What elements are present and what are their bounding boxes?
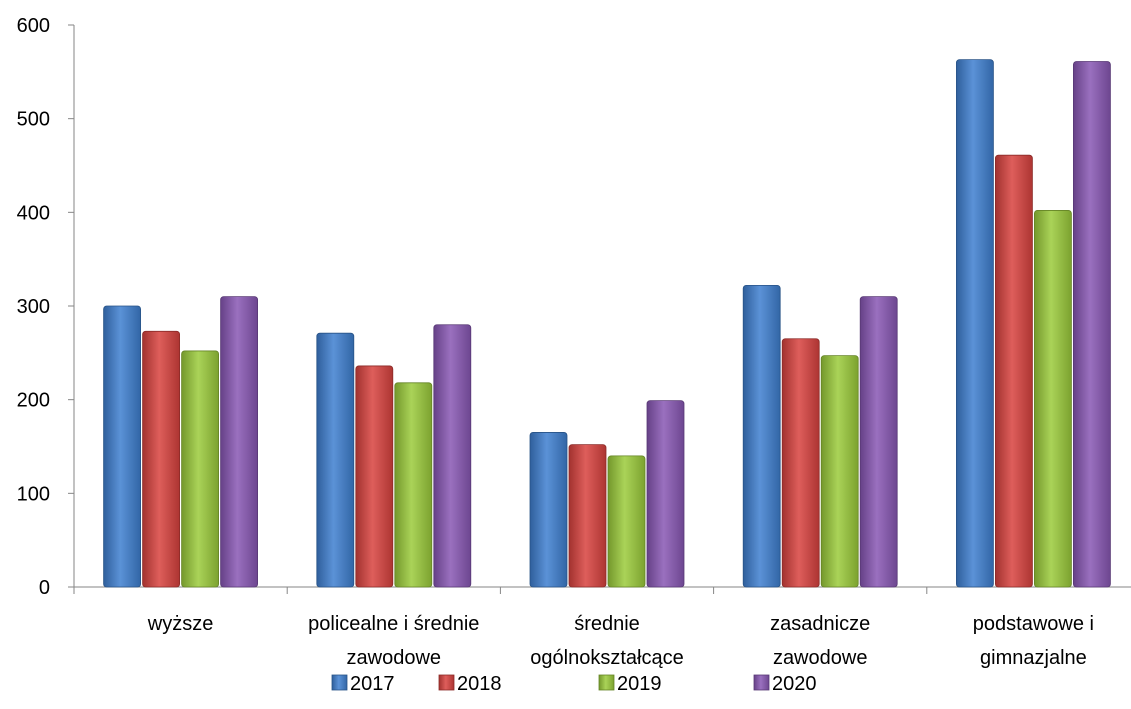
legend-label-2017: 2017 [350,673,395,695]
bar-2018-4 [995,154,1033,588]
category-label: średnie ogólnokształcące [530,613,683,669]
y-tick-label: 100 [17,483,50,505]
category-label: wyższe [147,613,214,635]
bar-2018-2 [568,444,607,588]
legend-label-2020: 2020 [772,673,817,695]
bar-2018-0 [142,330,181,588]
category-label: policealne i średnie zawodowe [308,613,479,669]
y-tick-label: 0 [39,577,50,599]
bar-2017-2 [529,432,568,588]
category-labels: wyższe policealne i średnie zawodowe średni… [147,613,1094,669]
category-label: podstawowe i gimnazjalne [973,613,1094,669]
bar-2017-0 [103,305,141,588]
legend-swatch-2017 [331,674,348,691]
legend-swatch-2019 [598,674,615,691]
bar-2018-3 [781,338,820,588]
bar-2020-1 [433,324,472,588]
bar-2017-1 [316,332,355,588]
y-tick-label: 200 [17,390,50,412]
bar-2017-4 [956,59,994,588]
y-tick-label: 500 [17,109,50,131]
y-tick-label: 400 [17,202,50,224]
legend: 2017 2018 2019 2020 [331,673,817,695]
bar-2019-4 [1034,210,1072,588]
y-tick-label: 600 [17,15,50,37]
category-label: zasadnicze zawodowe [770,613,870,669]
legend-swatch-2018 [438,674,455,691]
bar-2020-4 [1073,61,1111,588]
bar-2019-3 [820,355,859,588]
legend-label-2019: 2019 [617,673,662,695]
bar-2019-0 [181,350,220,588]
legend-swatch-2020 [753,674,770,691]
bar-2020-0 [220,296,259,588]
bars [103,59,1111,588]
y-tick-label: 300 [17,296,50,318]
axes: 0 100 200 300 400 500 600 [17,15,1131,599]
bar-2019-1 [394,382,433,588]
bar-2020-3 [859,296,898,588]
bar-2019-2 [607,455,646,588]
bar-2018-1 [355,365,394,588]
bar-2020-2 [646,400,685,588]
bar-2017-3 [742,284,781,588]
legend-label-2018: 2018 [457,673,502,695]
